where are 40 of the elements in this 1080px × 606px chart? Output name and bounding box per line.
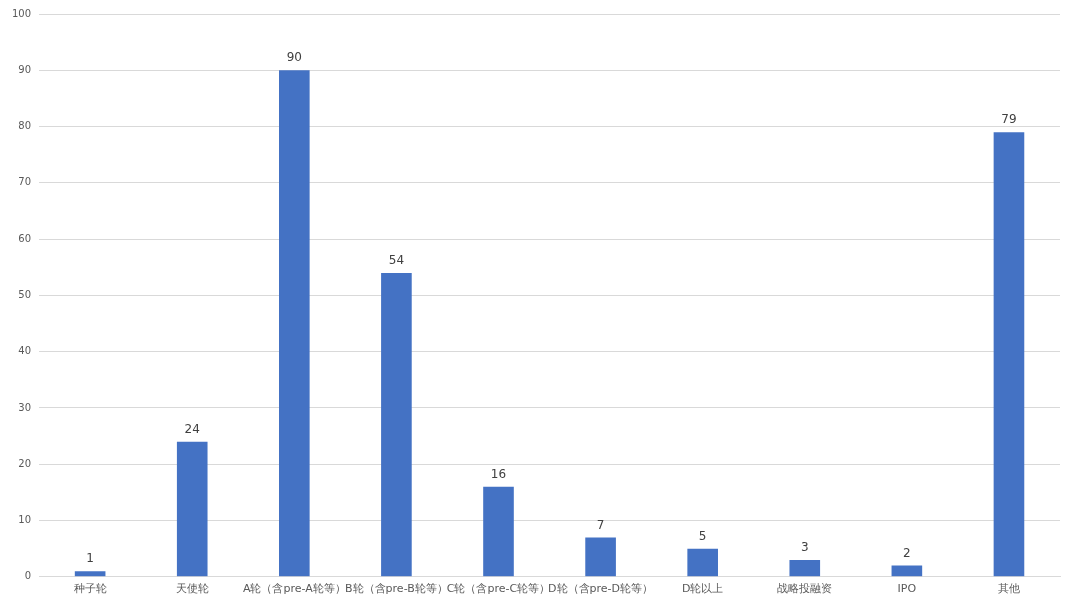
y-tick-label: 80 — [18, 120, 32, 132]
bar — [74, 571, 106, 577]
y-tick-label: 10 — [18, 514, 32, 526]
x-tick-label: 战略投融资 — [777, 582, 833, 596]
x-tick-label: 种子轮 — [73, 582, 107, 596]
y-tick-label: 20 — [18, 457, 32, 469]
data-label: 90 — [286, 50, 302, 65]
data-label: 1 — [86, 551, 94, 566]
x-tick-label: D轮以上 — [681, 582, 724, 596]
bar — [381, 272, 412, 577]
bar — [585, 537, 616, 577]
data-label: 2 — [903, 545, 911, 560]
y-tick-label: 40 — [18, 345, 32, 357]
y-tick-label: 60 — [18, 232, 32, 244]
x-tick-label: 其他 — [997, 582, 1020, 596]
bar — [789, 559, 821, 577]
y-tick-label: 50 — [18, 288, 32, 300]
x-tick-label: IPO — [897, 582, 917, 596]
x-tick-label: A轮（含pre-A轮等） — [242, 582, 346, 596]
bar — [891, 565, 923, 577]
data-label: 16 — [490, 466, 507, 481]
x-tick-label: 天使轮 — [175, 582, 209, 596]
data-label: 79 — [1001, 112, 1017, 127]
y-tick-label: 70 — [18, 176, 32, 188]
y-tick-label: 100 — [11, 7, 32, 19]
data-label: 54 — [388, 253, 405, 268]
data-label: 5 — [698, 528, 707, 543]
y-tick-label: 0 — [24, 570, 32, 582]
data-label: 7 — [596, 517, 605, 532]
bar — [483, 486, 514, 577]
x-tick-label: D轮（含pre-D轮等） — [548, 582, 654, 596]
data-label: 24 — [184, 421, 200, 436]
bar — [993, 132, 1025, 577]
data-label: 3 — [800, 540, 809, 555]
y-tick-label: 30 — [18, 401, 32, 413]
x-tick-label: B轮（含pre-B轮等） — [345, 582, 448, 596]
y-tick-label: 90 — [18, 63, 32, 75]
bar — [176, 441, 208, 577]
bar — [687, 548, 718, 577]
bar — [279, 70, 310, 577]
